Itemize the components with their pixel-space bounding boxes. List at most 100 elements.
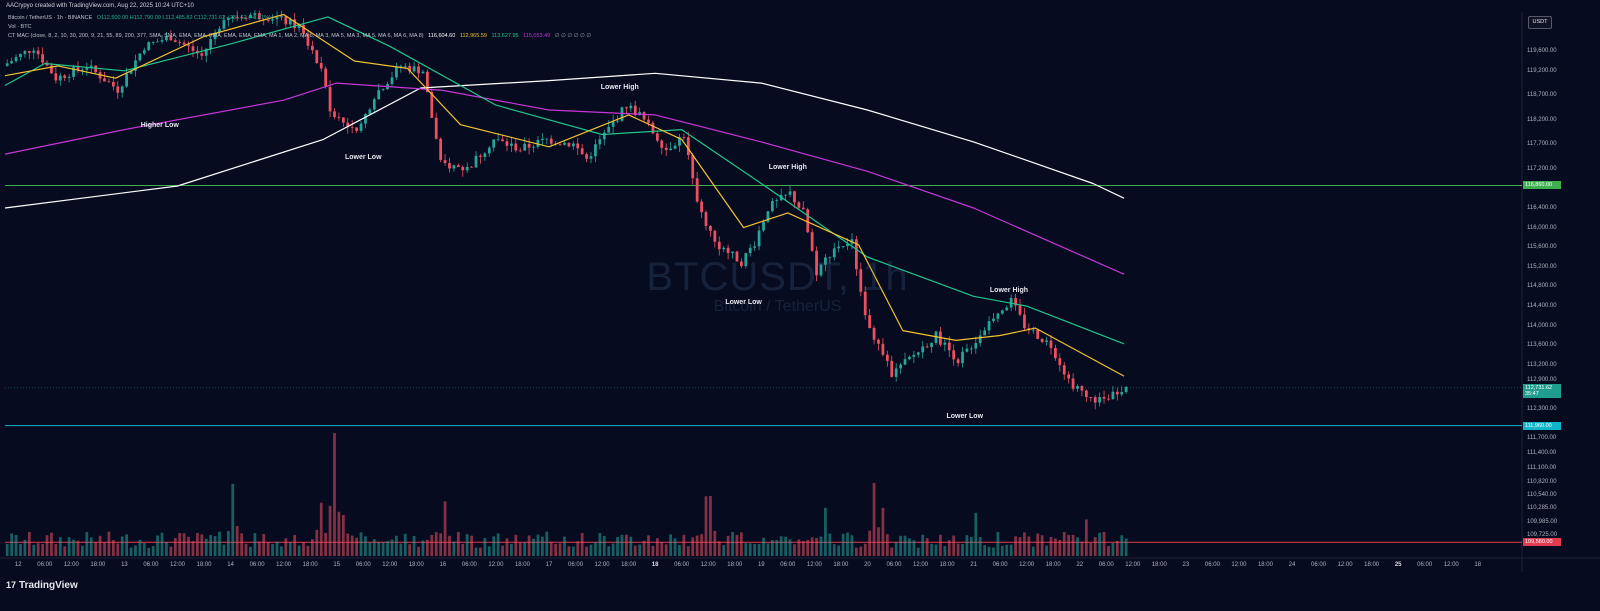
volume-bar [589,544,593,556]
volume-bar [266,542,270,556]
candle-body [244,17,248,19]
candle-body [735,251,739,262]
volume-bar [686,546,690,556]
volume-bar [983,545,987,556]
time-tick-label: 06:00 [143,562,159,568]
time-tick-label: 18:00 [1045,562,1061,568]
candle-body [952,350,956,360]
ohlc-values: O112,500.00 H112,790.00 L112,485.82 C112… [96,15,271,21]
candle-body [881,343,885,355]
volume-bar [824,507,827,556]
candle-body [859,269,863,292]
volume-bar [182,533,186,556]
volume-bar [448,535,451,556]
time-tick-label: 18 [1474,562,1482,568]
candle-body [240,17,243,18]
volume-bar [934,544,938,556]
price-tick-label: 115,600.00 [1527,244,1557,251]
volume-legend[interactable]: Vol · BTC [8,24,35,30]
candle-body [540,138,544,140]
candle-body [311,45,314,51]
candle-body [598,139,602,145]
volume-bar [390,539,394,556]
volume-bar [540,536,544,556]
time-tick-label: 12:00 [1019,562,1035,568]
volume-bar [527,535,531,556]
price-tick-label: 110,285.00 [1527,504,1557,511]
volume-bar [664,544,668,556]
volume-bar [691,537,695,556]
currency-button[interactable]: USDT [1528,16,1552,29]
candle-body [19,53,22,58]
volume-bar [306,545,310,556]
volume-bar [399,543,403,556]
candle-body [377,90,381,100]
volume-bar [651,545,655,556]
volume-bar [638,544,642,556]
volume-bar [576,541,580,556]
candle-body [1054,348,1057,359]
volume-bar [191,541,195,556]
volume-bar [235,526,239,556]
candle-body [912,354,916,357]
price-level-badge[interactable]: 111,960.00 [1523,421,1561,430]
candle-body [395,67,398,78]
candle-body [456,165,460,168]
volume-bar [770,540,774,556]
volume-bar [5,543,9,556]
time-tick-label: 18:00 [833,562,849,568]
candle-body [890,360,894,377]
candle-body [426,71,429,93]
time-tick-label: 18:00 [196,562,212,568]
brand-name: TradingView [19,580,78,591]
candle-body [479,155,482,157]
volume-bar [204,538,208,556]
candle-body [571,143,575,147]
candle-body [700,201,703,213]
time-tick-label: 06:00 [1311,562,1327,568]
price-tick-label: 111,700.00 [1527,435,1557,442]
volume-bar [806,540,810,556]
candle-body [169,36,173,41]
volume-bar [257,541,261,556]
time-tick-label: 12:00 [806,562,822,568]
indicator-legend[interactable]: CT MAC (close, 8, 2, 10, 30, 200, 9, 21,… [8,33,594,39]
candle-body [983,330,987,336]
candle-body [187,44,190,47]
volume-bar [757,544,761,556]
price-level-badge[interactable]: 109,580.00 [1523,538,1561,547]
candle-body [536,139,540,147]
volume-bar [443,501,447,556]
candle-body [925,346,929,348]
candle-body [200,53,204,56]
volume-bar [943,546,947,556]
volume-bar [346,533,350,556]
candle-body [974,343,978,349]
time-tick-label: 12:00 [594,562,610,568]
volume-bar [355,537,358,556]
candle-body [116,86,120,93]
time-tick-label: 06:00 [780,562,796,568]
vol-line: Vol · BTC [8,24,32,30]
price-level-badge[interactable]: 116,860.00 [1523,181,1561,190]
volume-bar [620,534,624,556]
time-tick-label: 18:00 [1257,562,1273,568]
volume-bar [1049,536,1053,556]
volume-bar [297,545,301,556]
volume-bar [76,540,80,556]
price-tick-label: 112,900.00 [1527,376,1557,383]
symbol-legend[interactable]: Bitcoin / TetherUS · 1h · BINANCE O112,5… [8,15,274,21]
volume-bar [474,547,478,556]
volume-bar [1089,542,1093,556]
volume-bar [819,536,823,556]
candle-body [218,28,221,33]
candle-body [249,14,252,19]
current-price-badge[interactable]: 112,731.62 35:47 [1523,383,1561,398]
tradingview-brand[interactable]: 17 TradingView [6,580,78,591]
candle-body [359,123,363,131]
candle-body [527,143,531,148]
time-tick-label: 14 [227,562,234,568]
volume-bar [832,544,836,556]
volume-bar [1120,535,1124,556]
